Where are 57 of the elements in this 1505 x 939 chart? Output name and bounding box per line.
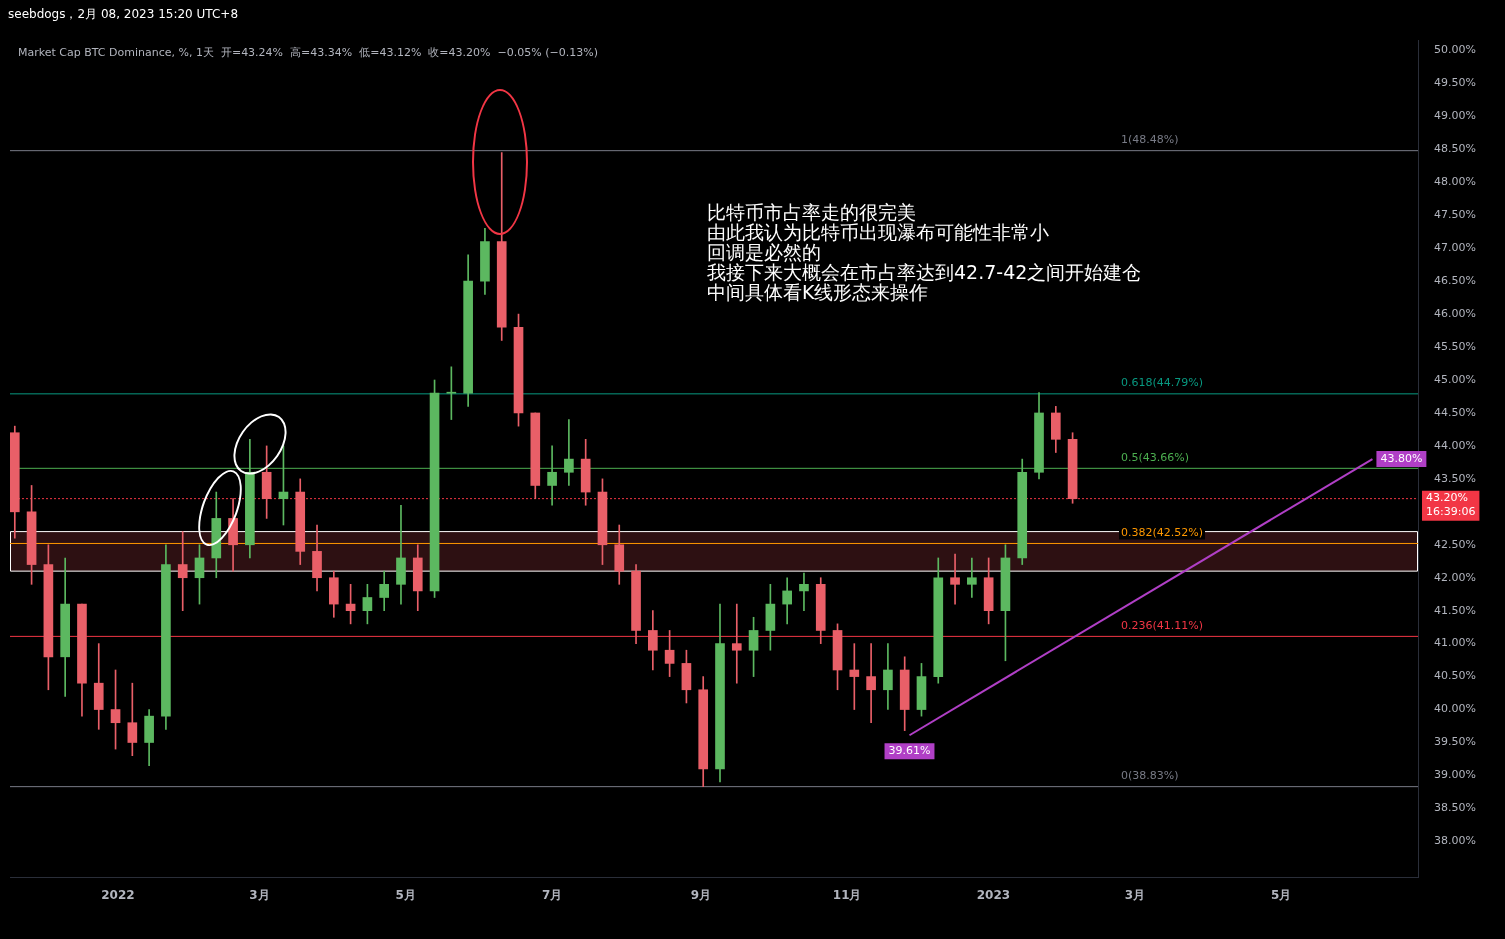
y-tick-label: 46.00% [1434, 306, 1476, 320]
x-tick-label: 2023 [976, 887, 1011, 902]
y-tick-label: 50.00% [1434, 43, 1476, 57]
ref-line-label: 0.5(43.66%) [1121, 450, 1190, 464]
annotation: 比特币市占率走的很完美 [707, 201, 917, 223]
y-tick-label: 43.50% [1434, 471, 1476, 485]
x-tick-label: 9月 [690, 887, 711, 902]
candlestick [967, 557, 977, 598]
ref-line-label: 0.236(41.11%) [1121, 618, 1204, 632]
candlestick [731, 603, 742, 684]
y-tick-label: 39.00% [1434, 768, 1476, 782]
text: seebdogs，2月 08, 2023 15:20 UTC+8 [8, 6, 239, 23]
x-tick-label: 11月 [832, 887, 862, 902]
y-tick-label: 49.00% [1434, 109, 1476, 123]
y-tick-label: 42.50% [1434, 537, 1476, 551]
candlestick [799, 572, 809, 612]
y-tick-label: 42.00% [1434, 570, 1476, 584]
x-tick-label: 3月 [249, 887, 270, 902]
ref-line-label: 0.382(42.52%) [1121, 525, 1204, 539]
y-tick-label: 44.50% [1434, 405, 1476, 419]
y-tick-label: 38.50% [1434, 801, 1476, 815]
x-tick-label: 5月 [395, 887, 416, 902]
candlestick [849, 643, 860, 710]
x-tick-label: 2022 [101, 887, 135, 902]
y-tick-label: 45.50% [1434, 339, 1476, 353]
y-tick-label: 41.00% [1434, 636, 1476, 650]
x-tick-label: 3月 [1124, 887, 1146, 902]
y-tick-label: 48.50% [1434, 142, 1476, 156]
ref-line-label: 0.618(44.79%) [1121, 376, 1204, 390]
x-tick-label: 5月 [1271, 887, 1292, 902]
y-tick-label: 40.00% [1434, 702, 1476, 716]
y-tick-label: 38.00% [1434, 834, 1476, 848]
y-tick-label: 41.50% [1434, 603, 1476, 617]
y-tick-label: 39.50% [1434, 735, 1476, 749]
y-tick-label: 47.50% [1434, 208, 1476, 222]
candlestick [564, 419, 574, 486]
candlestick [547, 445, 557, 506]
candlestick [950, 553, 960, 605]
ref-line-label: 43.20% 16:39:06 [1426, 490, 1476, 518]
y-tick-label: 47.00% [1434, 241, 1476, 255]
annotation: 我接下来大概会在市占率达到42.7-42之间开始建仓 [707, 261, 1142, 283]
ref-line-label: 1(48.48%) [1121, 133, 1179, 147]
x-tick-label: 7月 [541, 887, 563, 902]
y-tick-label: 40.50% [1434, 669, 1476, 683]
text: Market Cap BTC Dominance, %, 1天 开=43.24% 高=43.34% 低=43.12% 收=43.20% −0.05% (−0.13%) [18, 46, 598, 60]
annotation: 由此我认为比特币出现瀑布可能性非常小 [707, 221, 1050, 243]
y-tick-label: 45.00% [1434, 372, 1476, 386]
candlestick [866, 643, 876, 724]
candlestick [177, 531, 188, 612]
y-tick-label: 46.50% [1434, 274, 1476, 288]
y-tick-label: 48.00% [1434, 175, 1476, 189]
y-tick-label: 44.00% [1434, 438, 1476, 452]
annotation: 中间具体看K线形态来操作 [707, 281, 930, 303]
ref-line-label: 0(38.83%) [1121, 769, 1179, 783]
data-label: 39.61% [888, 744, 931, 758]
data-label: 43.80% [1380, 451, 1423, 465]
y-tick-label: 49.50% [1434, 76, 1476, 90]
